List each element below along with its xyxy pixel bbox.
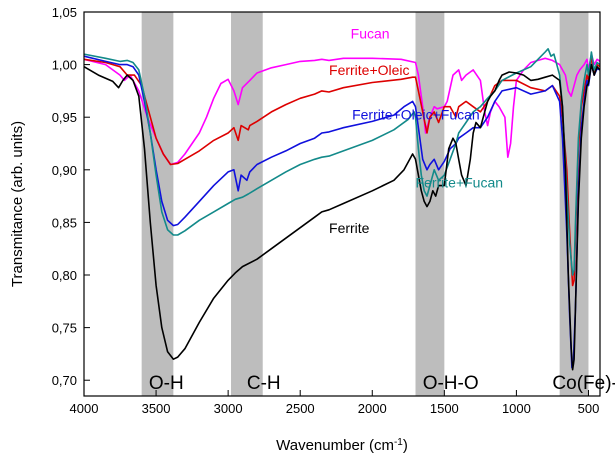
- x-tick-label: 4000: [70, 401, 99, 416]
- series-line: [83, 48, 601, 276]
- band-label: O-H: [149, 373, 184, 394]
- x-axis-title: Wavenumber (cm-1): [276, 437, 408, 455]
- series-line: [83, 63, 601, 371]
- y-tick-label: 0,90: [52, 163, 77, 178]
- y-tick-label: 0,85: [52, 215, 77, 230]
- series-label: Fucan: [351, 25, 390, 41]
- x-axis-title-superscript: -1: [394, 437, 403, 448]
- band-layer: [141, 12, 589, 396]
- y-tick-label: 0,80: [52, 268, 77, 283]
- band-label: O-H-O: [423, 373, 479, 394]
- y-tick-label: 1,05: [52, 5, 77, 20]
- band-0: [141, 12, 174, 396]
- y-axis-title: Transmitance (arb. units): [9, 121, 26, 287]
- series-line: [83, 55, 601, 287]
- y-tick-label: 0,70: [52, 373, 77, 388]
- band-label: C-H: [247, 373, 281, 394]
- tick-layer: 4000 3500 3000 2500 2000 1500 1000 500 0,70 0,75 0…: [52, 5, 600, 416]
- series-label: Ferrite+Fucan: [416, 175, 504, 191]
- plot-frame: [83, 11, 601, 397]
- y-tick-label: 1,00: [52, 58, 77, 73]
- x-tick-label: 500: [578, 401, 600, 416]
- series-label: Ferrite+Oleic+Fucan: [352, 106, 480, 122]
- x-tick-label: 3000: [214, 401, 243, 416]
- series-line: [83, 53, 601, 166]
- label-layer: O-H C-H O-H-O Co(Fe)-O Fucan Ferrite+Oleic Fer…: [149, 25, 615, 394]
- band-2: [415, 12, 445, 396]
- x-tick-label: 1500: [430, 401, 459, 416]
- x-tick-label: 3500: [142, 401, 171, 416]
- x-axis-title-main: Wavenumber (cm: [276, 437, 394, 454]
- y-tick-label: 0,75: [52, 321, 77, 336]
- x-axis-title-end: ): [403, 437, 408, 454]
- x-tick-label: 2500: [286, 401, 315, 416]
- band-label: Co(Fe)-O: [552, 373, 615, 394]
- series-label: Ferrite: [329, 220, 370, 236]
- series-layer: [83, 48, 601, 371]
- x-tick-label: 2000: [358, 401, 387, 416]
- band-1: [231, 12, 263, 396]
- y-tick-label: 0,95: [52, 110, 77, 125]
- x-tick-label: 1000: [502, 401, 531, 416]
- series-label: Ferrite+Oleic: [329, 62, 410, 78]
